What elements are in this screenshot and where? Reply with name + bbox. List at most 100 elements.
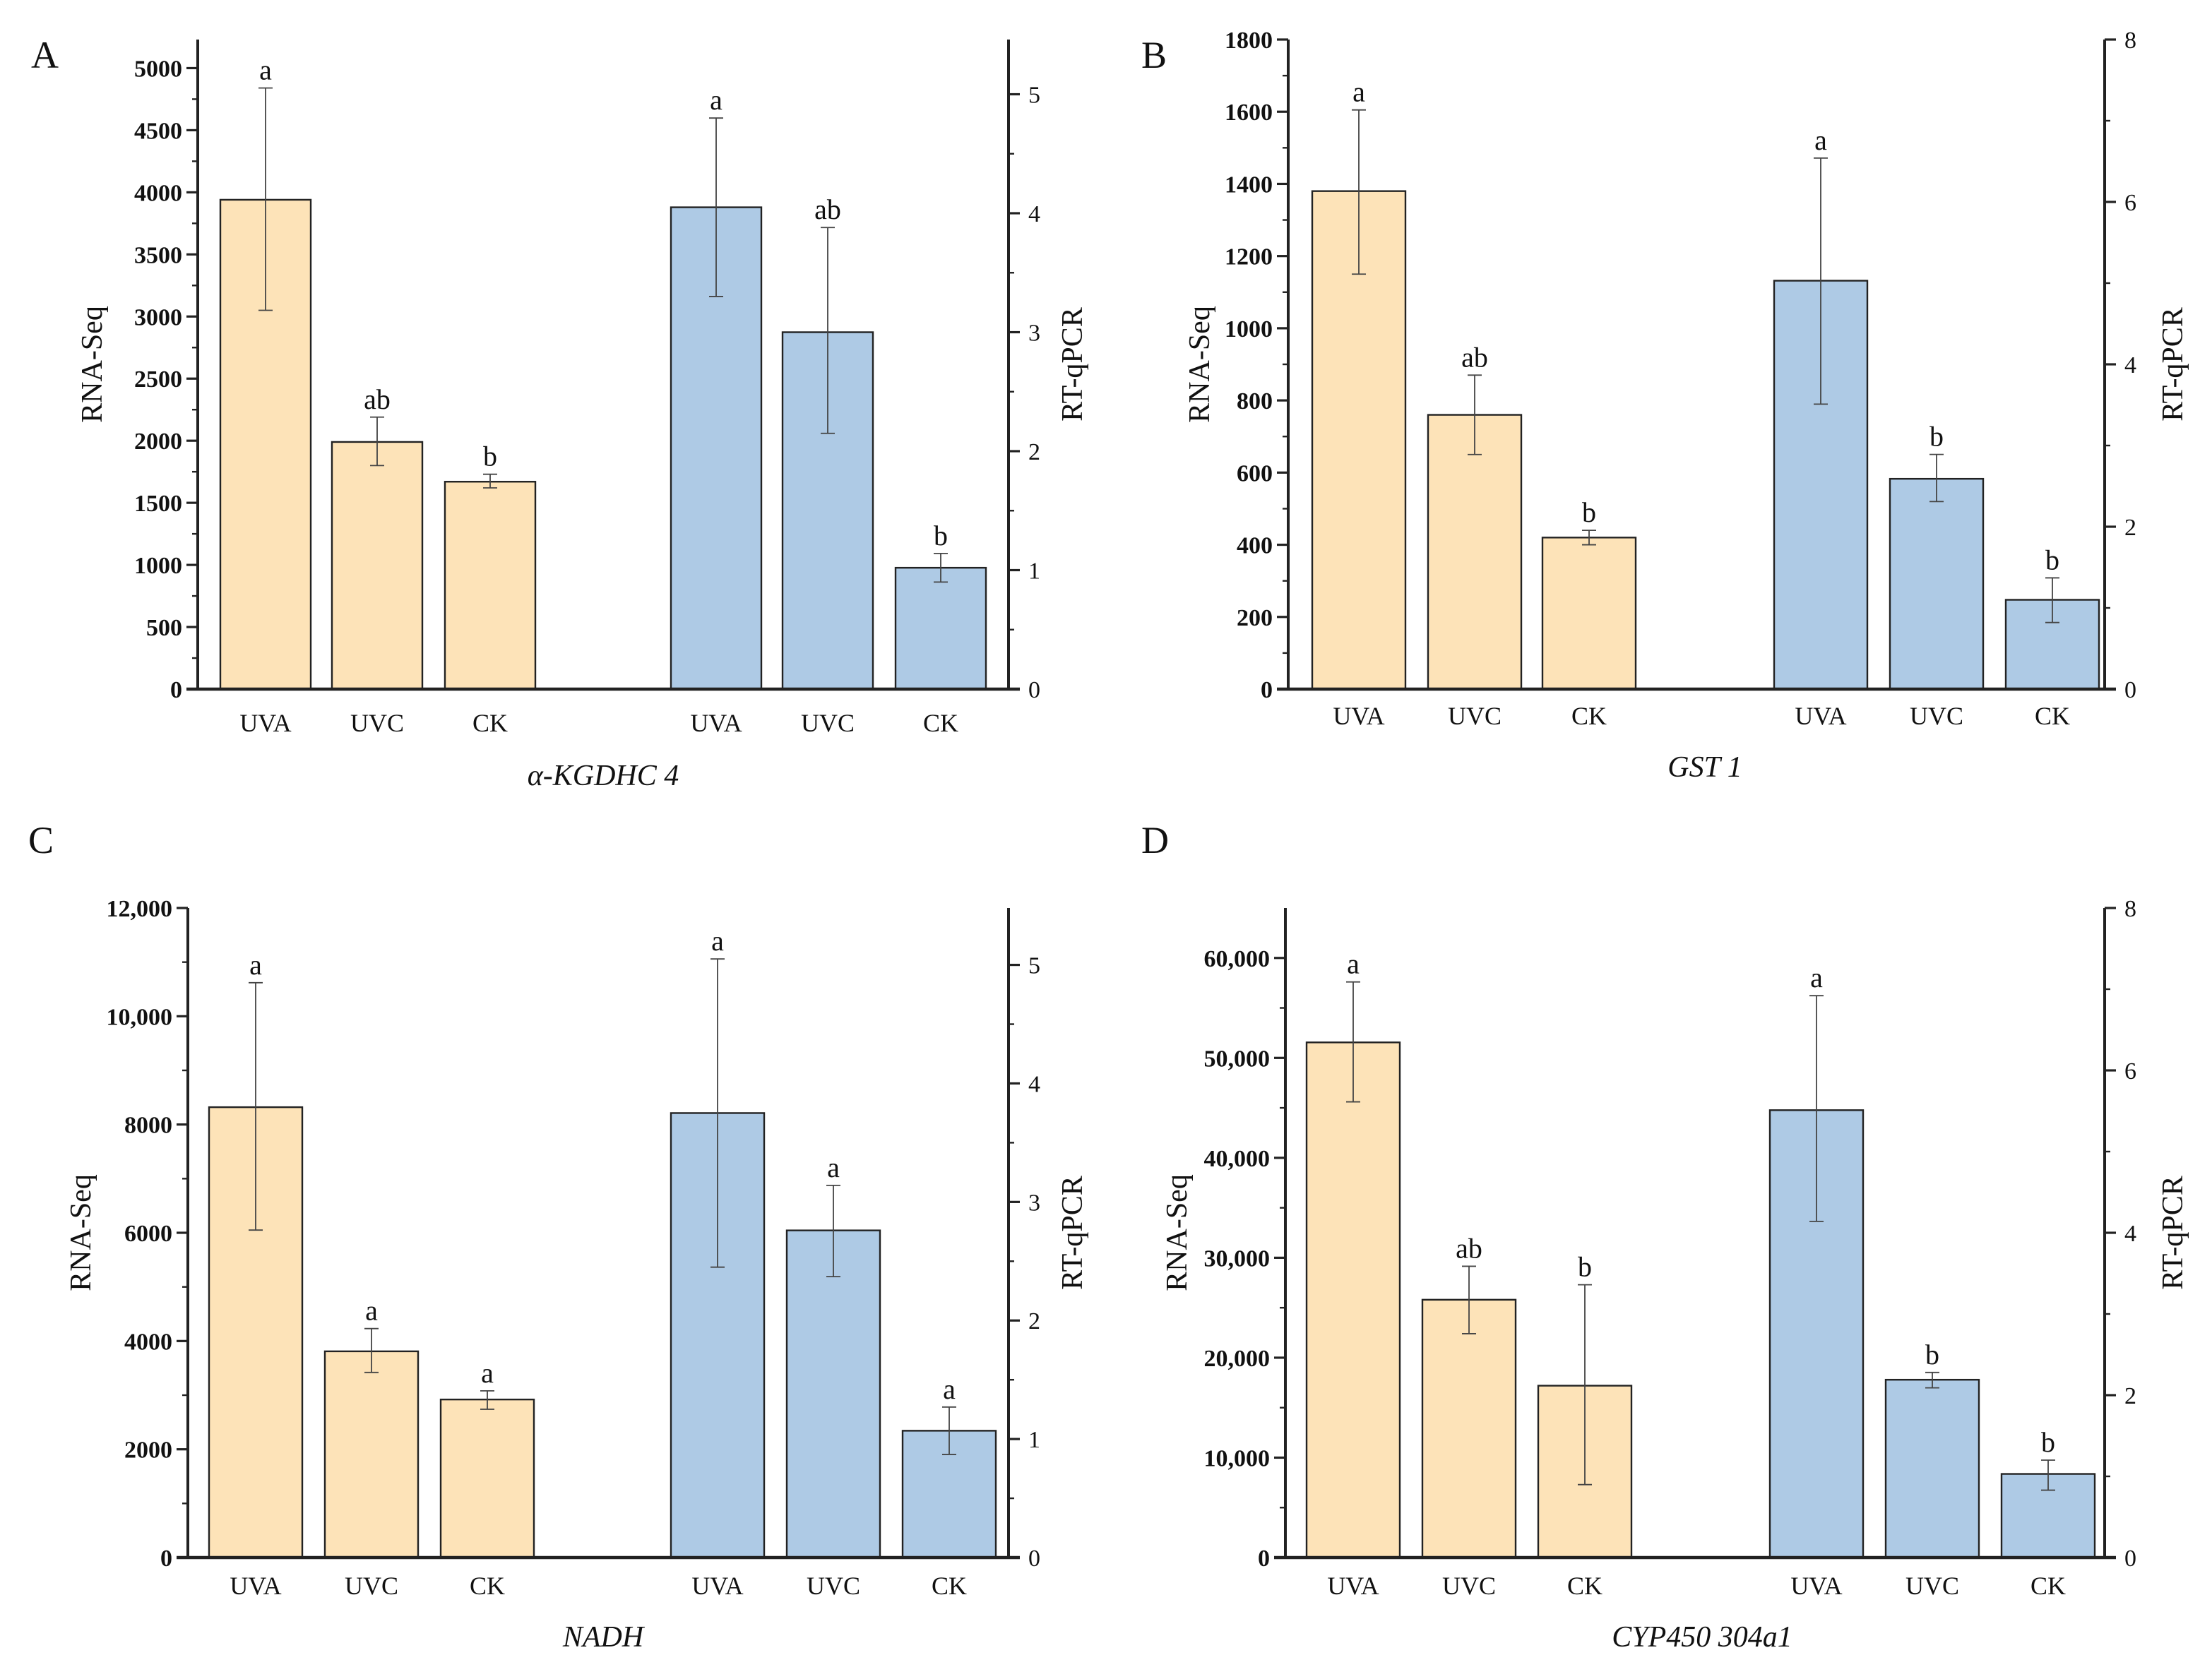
left-tick-label: 0: [1261, 677, 1273, 703]
left-tick-label: 4000: [134, 180, 182, 206]
left-tick-label: 3000: [134, 304, 182, 330]
category-label: CK: [472, 709, 508, 737]
significance-letter: a: [259, 54, 272, 86]
panel-letter: A: [31, 34, 59, 76]
left-tick-label: 2000: [134, 429, 182, 455]
right-tick-label: 6: [2124, 1058, 2136, 1085]
significance-letter: ab: [1461, 341, 1488, 373]
category-label: UVA: [239, 709, 291, 737]
left-tick-label: 0: [1258, 1546, 1270, 1572]
gene-label: CYP450 304a1: [1612, 1621, 1792, 1654]
gene-label: GST 1: [1667, 751, 1742, 784]
right-tick-label: 5: [1028, 83, 1040, 109]
left-tick-label: 12,000: [107, 896, 173, 922]
right-tick-label: 8: [2124, 896, 2136, 922]
error-bar: [942, 1406, 956, 1455]
left-tick-label: 50,000: [1204, 1046, 1271, 1072]
y-axis-label-left: RNA-Seq: [1184, 306, 1216, 423]
significance-letter: b: [934, 520, 948, 551]
error-bar: [249, 981, 263, 1231]
significance-letter: ab: [814, 193, 841, 225]
error-bar: [1814, 157, 1828, 405]
left-tick-label: 200: [1237, 605, 1273, 631]
significance-letter: a: [827, 1152, 840, 1183]
error-bar: [480, 1390, 494, 1410]
right-tick-label: 4: [2124, 1221, 2136, 1247]
significance-letter: a: [1814, 124, 1827, 156]
category-label: CK: [923, 709, 958, 737]
y-axis-label-right: RT-qPCR: [2157, 307, 2189, 422]
bar-rnaseq-ck: [444, 481, 537, 691]
right-tick-label: 0: [2124, 677, 2136, 703]
right-tick-label: 6: [2124, 190, 2136, 216]
left-tick-label: 4500: [134, 118, 182, 144]
significance-letter: a: [711, 925, 724, 957]
left-tick-label: 10,000: [107, 1004, 173, 1030]
panel-letter: D: [1141, 819, 1169, 861]
right-tick-label: 1: [1028, 1427, 1040, 1453]
bar-rnaseq-ck: [1541, 537, 1637, 691]
category-label: UVA: [690, 709, 742, 737]
error-bar: [2041, 1459, 2055, 1491]
significance-letter: a: [365, 1295, 378, 1327]
panel-letter: B: [1141, 34, 1167, 76]
left-tick-label: 0: [170, 677, 182, 703]
bar-rnaseq-uvc: [331, 441, 424, 691]
bar-rnaseq-ck: [439, 1398, 535, 1559]
left-tick-label: 40,000: [1204, 1146, 1271, 1172]
error-bar: [370, 416, 384, 467]
right-tick-label: 8: [2124, 28, 2136, 54]
right-tick-label: 4: [2124, 352, 2136, 378]
left-tick-label: 1200: [1225, 244, 1273, 270]
left-tick-label: 60,000: [1204, 946, 1271, 972]
left-tick-label: 1400: [1225, 172, 1273, 198]
error-bar: [1809, 995, 1824, 1222]
y-axis-label-right: RT-qPCR: [2157, 1176, 2189, 1290]
right-tick-label: 0: [2124, 1546, 2136, 1572]
left-tick-label: 1600: [1225, 100, 1273, 126]
right-tick-label: 3: [1028, 1190, 1040, 1216]
significance-letter: b: [483, 441, 497, 472]
category-label: UVC: [807, 1572, 860, 1600]
significance-letter: b: [2041, 1426, 2055, 1458]
category-label: UVC: [1448, 702, 1502, 730]
y-axis-label-left: RNA-Seq: [1161, 1174, 1194, 1291]
significance-letter: a: [1347, 948, 1360, 980]
significance-letter: a: [1352, 76, 1365, 108]
significance-letter: b: [1578, 1251, 1592, 1283]
significance-letter: a: [249, 949, 262, 981]
category-label: UVA: [1327, 1572, 1379, 1600]
y-axis-label-right: RT-qPCR: [1057, 1176, 1089, 1290]
left-tick-label: 6000: [124, 1221, 172, 1247]
significance-letter: a: [1810, 962, 1823, 993]
bar-rnaseq-uvc: [323, 1350, 420, 1559]
category-label: UVA: [691, 1572, 743, 1600]
right-tick-label: 3: [1028, 321, 1040, 347]
gene-label: α-KGDHC 4: [528, 760, 679, 792]
left-tick-label: 1800: [1225, 28, 1273, 54]
left-tick-label: 1000: [1225, 316, 1273, 342]
left-tick-label: 1500: [134, 491, 182, 517]
error-bar: [1346, 981, 1360, 1103]
panel-letter: C: [28, 819, 54, 861]
left-tick-label: 2500: [134, 366, 182, 393]
category-label: UVC: [1442, 1572, 1496, 1600]
panel-c: Ca UVA a UVC a CK a UVA a UVC a CK 0 2000 4000 6000 8000…: [28, 819, 1089, 1654]
significance-letter: b: [1582, 496, 1596, 528]
category-label: UVA: [1333, 702, 1384, 730]
bar-rtqpcr-uvc: [785, 1229, 881, 1559]
right-tick-label: 1: [1028, 558, 1040, 585]
error-bar: [1352, 109, 1366, 275]
bar-rnaseq-uva: [1305, 1041, 1401, 1559]
left-tick-label: 0: [160, 1546, 172, 1572]
significance-letter: b: [1925, 1339, 1939, 1370]
left-tick-label: 800: [1237, 388, 1273, 414]
bar-rtqpcr-uvc: [1884, 1378, 1980, 1559]
error-bar: [934, 553, 948, 583]
left-tick-label: 30,000: [1204, 1245, 1271, 1272]
gene-label: NADH: [562, 1621, 646, 1654]
error-bar: [2045, 577, 2059, 623]
bar-rtqpcr-ck: [894, 566, 987, 691]
category-label: UVA: [1790, 1572, 1842, 1600]
